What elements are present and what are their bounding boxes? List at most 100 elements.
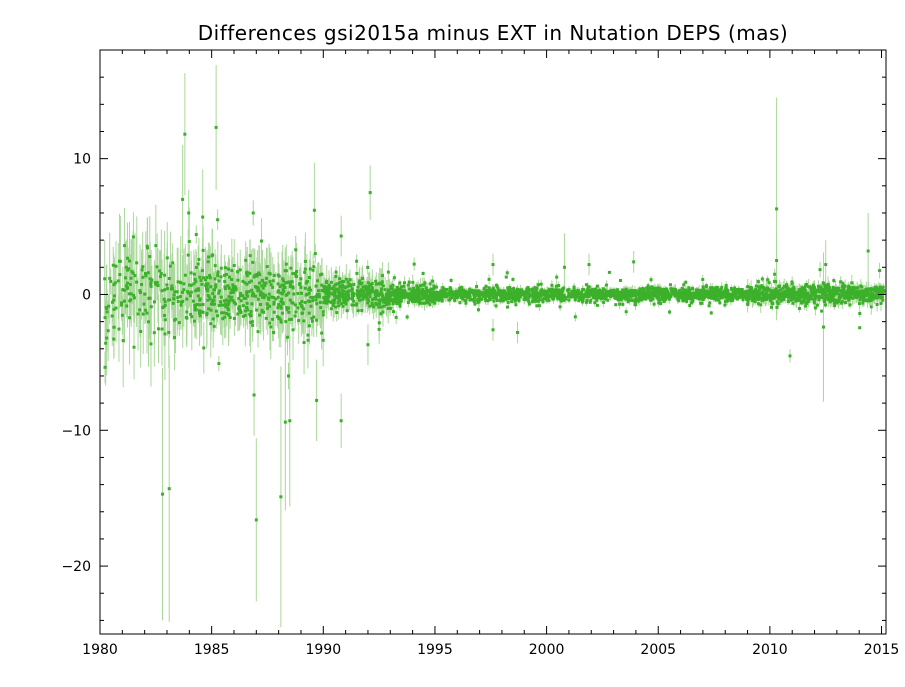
data-point: [356, 309, 360, 313]
data-point: [185, 297, 189, 301]
data-point: [366, 265, 370, 269]
data-point: [681, 293, 685, 297]
data-point: [289, 266, 293, 270]
data-point: [201, 276, 205, 280]
data-point: [302, 341, 306, 345]
data-point: [238, 268, 242, 272]
data-point: [234, 287, 238, 291]
data-point: [633, 303, 637, 307]
data-point: [682, 283, 686, 287]
data-point: [281, 288, 285, 292]
data-point: [277, 316, 281, 320]
data-point: [398, 281, 402, 285]
data-point: [431, 287, 435, 291]
data-point: [193, 303, 197, 307]
data-point: [112, 294, 116, 298]
data-point: [209, 308, 213, 312]
data-point: [230, 295, 234, 299]
data-point: [214, 283, 218, 287]
data-point: [322, 289, 326, 293]
data-point: [380, 280, 384, 284]
data-point: [352, 292, 356, 296]
data-point: [111, 263, 115, 267]
data-point: [286, 374, 290, 378]
data-point: [198, 314, 202, 318]
data-point: [247, 280, 251, 284]
data-point: [197, 309, 201, 313]
data-point: [319, 306, 323, 310]
data-point: [463, 298, 467, 302]
data-point: [361, 295, 365, 299]
data-point: [307, 324, 311, 328]
data-point: [361, 276, 365, 280]
data-point: [209, 322, 213, 326]
data-point: [381, 294, 385, 298]
data-point: [187, 211, 191, 215]
data-point: [172, 293, 176, 297]
data-point: [205, 311, 209, 315]
data-point: [430, 292, 434, 296]
data-point: [264, 276, 268, 280]
data-point: [182, 282, 186, 286]
data-point: [299, 285, 303, 289]
data-point: [667, 293, 671, 297]
data-point: [103, 316, 107, 320]
data-point: [292, 292, 296, 296]
data-point: [198, 311, 202, 315]
data-point: [219, 295, 223, 299]
data-point: [269, 325, 273, 329]
data-point: [320, 272, 324, 276]
data-point: [172, 297, 176, 301]
data-point: [121, 288, 125, 292]
data-point: [391, 298, 395, 302]
data-point: [193, 319, 197, 323]
data-point: [246, 308, 250, 312]
data-point: [205, 284, 209, 288]
data-point: [219, 275, 223, 279]
data-point: [595, 303, 599, 307]
data-point: [362, 285, 366, 289]
data-point: [342, 300, 346, 304]
data-point: [313, 252, 317, 256]
data-point: [418, 300, 422, 304]
data-point: [260, 310, 264, 314]
data-point: [408, 298, 412, 302]
data-point: [194, 308, 198, 312]
data-point: [232, 290, 236, 294]
data-point: [258, 273, 262, 277]
data-point: [624, 310, 628, 314]
data-point: [299, 304, 303, 308]
data-point: [345, 309, 349, 313]
data-point: [310, 316, 314, 320]
data-point: [249, 313, 253, 317]
data-point: [327, 287, 331, 291]
data-point: [691, 287, 695, 291]
data-point: [411, 287, 415, 291]
data-point: [153, 281, 157, 285]
data-point: [148, 277, 152, 281]
data-point: [114, 264, 118, 268]
data-point: [291, 286, 295, 290]
data-point: [189, 312, 193, 316]
data-point: [279, 291, 283, 295]
data-point: [334, 274, 338, 278]
data-point: [331, 303, 335, 307]
data-point: [255, 274, 259, 278]
data-point: [108, 276, 112, 280]
data-point: [348, 284, 352, 288]
data-point: [136, 312, 140, 316]
data-point: [338, 285, 342, 289]
data-point: [163, 288, 167, 292]
data-point: [352, 299, 356, 303]
data-point: [303, 300, 307, 304]
data-point: [648, 287, 652, 291]
data-point: [411, 280, 415, 284]
data-point: [389, 294, 393, 298]
data-point: [120, 303, 124, 307]
data-point: [206, 260, 210, 264]
data-point: [364, 284, 368, 288]
data-point: [309, 304, 313, 308]
data-point: [254, 294, 258, 298]
data-point: [291, 272, 295, 276]
data-point: [365, 297, 369, 301]
